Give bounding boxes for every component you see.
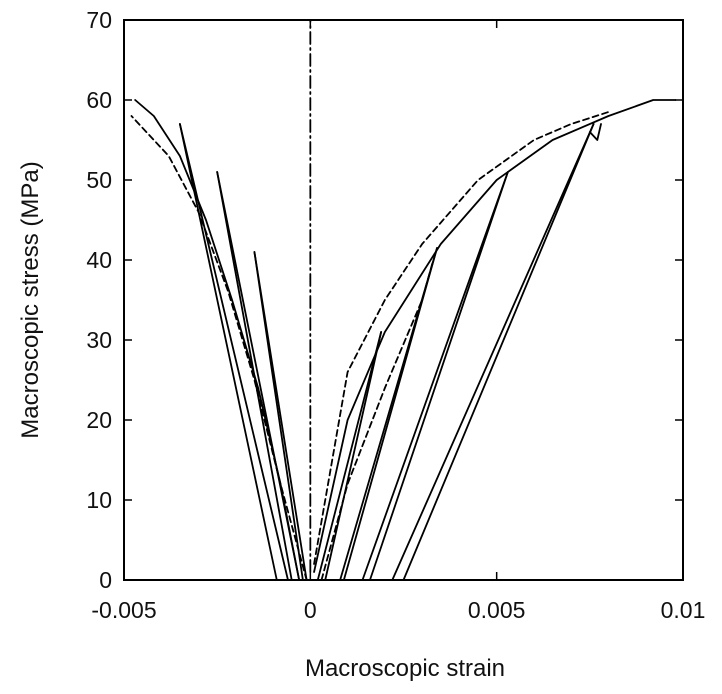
plot-area [124,20,683,580]
y-tick-label-2: 10 [86,487,112,513]
y-tick-label-3: 20 [86,407,112,433]
x-tick-label-3: 0.005 [468,597,526,623]
plot-background [124,20,683,580]
x-tick-label-1: -0.005 [91,597,156,623]
y-tick-label-4: 30 [86,327,112,353]
y-axis-title: Macroscopic stress (MPa) [17,161,44,438]
y-tick-label-6: 50 [86,167,112,193]
y-tick-label-7: 60 [86,87,112,113]
y-tick-label-8: 70 [86,7,112,33]
x-axis-title: Macroscopic strain [305,655,505,682]
y-tick-label-1: 0 [99,567,112,593]
x-tick-label-2: 0 [304,597,317,623]
x-tick-label-4: 0.01 [661,597,706,623]
y-tick-label-5: 40 [86,247,112,273]
